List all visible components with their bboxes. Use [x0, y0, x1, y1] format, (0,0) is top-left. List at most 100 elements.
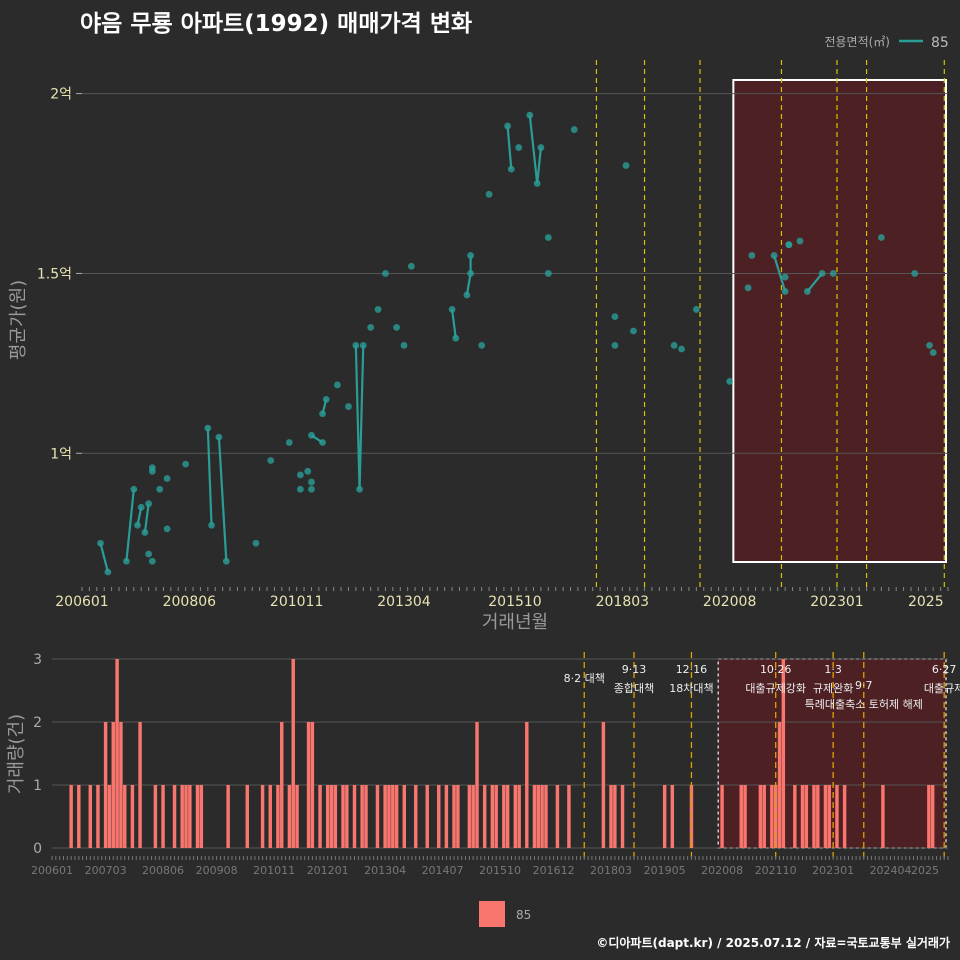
bar-y-tick-label: 0 — [33, 841, 42, 857]
volume-bar — [268, 785, 272, 848]
volume-bar — [800, 785, 805, 848]
price-line-segment — [354, 345, 361, 490]
x-tick-label: 201510 — [488, 594, 541, 610]
event-date-label: 1·3 — [824, 663, 842, 676]
volume-bar — [544, 785, 548, 848]
volume-bar — [414, 785, 418, 848]
y-axis-title: 평균가(원) — [8, 280, 29, 360]
price-point — [148, 464, 156, 472]
event-date-label: 10·26 — [760, 663, 792, 676]
volume-bar — [383, 785, 387, 848]
volume-bar — [291, 659, 295, 848]
x-tick-label: 2025 — [908, 594, 944, 610]
x-tick-label: 201803 — [596, 594, 649, 610]
price-point — [319, 410, 326, 418]
price-point — [829, 270, 837, 277]
bar-legend-swatch — [479, 901, 505, 927]
volume-bar — [662, 785, 667, 848]
event-name-label: 규제완화 — [813, 682, 853, 695]
bar-x-tick-label: 202008 — [701, 864, 743, 877]
price-point — [296, 485, 304, 493]
bar-y-tick-label: 2 — [33, 715, 42, 731]
price-point — [622, 162, 630, 169]
price-line-segment — [806, 272, 824, 293]
volume-bar — [930, 785, 935, 848]
price-point — [570, 126, 578, 133]
price-point — [877, 234, 885, 241]
x-tick-label: 200806 — [163, 594, 217, 610]
price-point — [308, 478, 315, 486]
price-point — [123, 557, 130, 565]
y-tick-label: 1억 — [50, 446, 72, 462]
price-point — [678, 345, 685, 353]
volume-bar — [329, 785, 334, 848]
price-point — [781, 273, 789, 281]
volume-bar — [387, 785, 391, 848]
volume-bar — [842, 785, 847, 848]
volume-bar — [115, 659, 119, 848]
price-point — [537, 144, 545, 151]
recent-period-shade-bottom — [718, 659, 946, 848]
bar-y-tick-label: 3 — [33, 652, 42, 668]
price-point — [222, 557, 230, 565]
price-line-segment — [465, 273, 472, 296]
recent-period-box — [732, 79, 947, 563]
volume-bar — [195, 785, 200, 848]
price-point — [533, 180, 541, 187]
price-point — [163, 525, 171, 533]
volume-bar — [502, 785, 506, 848]
volume-bar — [835, 785, 839, 848]
volume-bar — [341, 785, 345, 848]
volume-bar — [758, 785, 763, 848]
volume-bar — [318, 785, 322, 848]
volume-bar — [804, 785, 809, 848]
price-point — [544, 234, 552, 241]
price-point — [911, 270, 919, 277]
bar-x-tick-label: 201905 — [644, 864, 686, 877]
volume-bar — [613, 785, 617, 848]
price-line-segment — [528, 115, 539, 184]
price-point — [148, 557, 156, 565]
volume-bar — [555, 785, 560, 848]
price-point — [322, 395, 330, 403]
volume-bar — [781, 659, 786, 848]
price-line-segment — [773, 255, 787, 292]
price-point — [393, 324, 400, 331]
x-tick-label: 201304 — [377, 594, 431, 610]
volume-bar — [103, 722, 108, 848]
price-point — [818, 270, 826, 277]
credit-text: ©디아파트(dapt.kr) / 2025.07.12 / 자료=국토교통부 실… — [596, 936, 950, 950]
price-point — [182, 460, 190, 468]
volume-bar — [172, 785, 177, 848]
event-date-label: 6·27 — [932, 663, 957, 676]
price-line-segment — [358, 345, 365, 490]
volume-bar — [762, 785, 766, 848]
price-point — [130, 485, 138, 493]
bar-y-axis-title: 거래량(건) — [6, 714, 27, 794]
volume-bar — [375, 785, 380, 848]
volume-bar — [69, 785, 73, 848]
x-tick-label: 202301 — [810, 594, 863, 610]
volume-bar — [670, 785, 675, 848]
price-point — [485, 190, 493, 198]
price-point — [926, 341, 933, 349]
volume-bar — [391, 785, 395, 848]
volume-bar — [609, 785, 613, 848]
volume-bar — [402, 785, 406, 848]
y-tick-label: 1.5억 — [37, 266, 72, 282]
price-point — [367, 324, 375, 331]
volume-bar — [153, 785, 158, 848]
price-point — [267, 457, 275, 464]
price-point — [208, 521, 215, 529]
price-point — [134, 521, 141, 529]
volume-bar — [812, 785, 816, 848]
volume-bar — [245, 785, 250, 848]
bar-x-tick-label: 201011 — [253, 864, 295, 877]
price-point — [611, 341, 619, 349]
volume-bar — [777, 722, 782, 848]
price-point — [467, 252, 474, 259]
volume-bar — [325, 785, 330, 848]
price-point — [744, 284, 752, 292]
price-point — [156, 485, 164, 493]
volume-bar — [333, 785, 338, 848]
